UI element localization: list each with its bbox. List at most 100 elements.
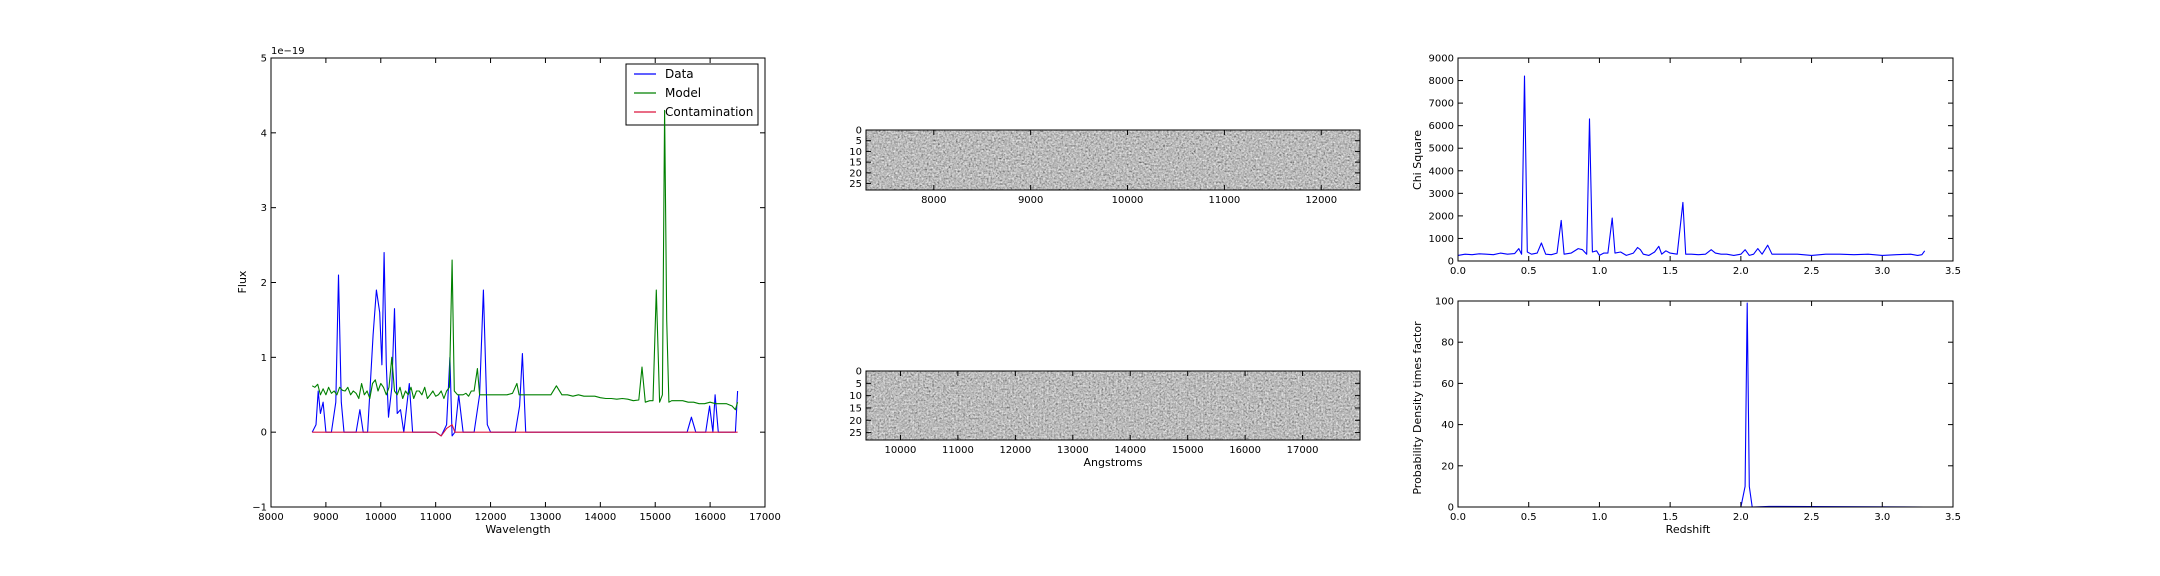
probability-ylabel: Probability Density times factor — [1411, 321, 1424, 495]
chi-square-ytick-label: 6000 — [1429, 121, 1454, 132]
2d-spectrum-2-xtick-label: 13000 — [1057, 445, 1089, 456]
spectrum-panel: 1e−19 Wavelength Flux Data Model Contami… — [236, 46, 781, 536]
probability-ytick-label: 0 — [1448, 503, 1454, 514]
angstroms-xlabel: Angstroms — [1084, 456, 1143, 469]
spectrum-xtick-label: 10000 — [365, 512, 397, 523]
redshift-xlabel: Redshift — [1666, 523, 1711, 536]
2d-spectrum-top-image — [866, 130, 1360, 190]
probability-xtick-label: 0.5 — [1521, 512, 1537, 523]
chi-square-xtick-label: 0.5 — [1521, 266, 1537, 277]
legend-label-contamination: Contamination — [665, 105, 753, 119]
2d-spectrum-1-xtick-label: 10000 — [1112, 195, 1144, 206]
chi-square-xtick-label: 3.5 — [1945, 266, 1961, 277]
probability-series-0 — [1458, 302, 1925, 508]
2d-spectrum-2-xtick-label: 11000 — [942, 445, 974, 456]
probability-xtick-label: 3.0 — [1874, 512, 1890, 523]
spectrum-ytick-label: 0 — [261, 428, 267, 439]
probability-frame — [1457, 300, 1954, 508]
probability-ytick-label: 60 — [1441, 379, 1454, 390]
probability-ytick-label: 40 — [1441, 420, 1454, 431]
spectrum-xlabel: Wavelength — [485, 523, 550, 536]
chi-square-xtick-label: 0.0 — [1450, 266, 1466, 277]
legend-label-model: Model — [665, 86, 701, 100]
2d-spectrum-bottom-panel: Angstroms 10000 11000 12000 13000 14000 15000… — [849, 367, 1361, 469]
2d-spectrum-bottom-image — [866, 371, 1360, 440]
2d-spectrum-1-ytick-label: 25 — [849, 179, 862, 190]
2d-spectrum-2-ytick-label: 0 — [856, 367, 862, 378]
2d-spectrum-2-ytick-label: 5 — [856, 379, 862, 390]
spectrum-ylabel: Flux — [236, 270, 249, 293]
chi-square-frame — [1457, 57, 1954, 262]
2d-spectrum-2-xtick-label: 10000 — [885, 445, 917, 456]
2d-spectrum-1-ytick-label: 15 — [849, 158, 862, 169]
chi-square-xtick-label: 3.0 — [1874, 266, 1890, 277]
chi-square-xtick-label: 2.5 — [1804, 266, 1820, 277]
spectrum-xtick-label: 14000 — [584, 512, 616, 523]
probability-ytick-label: 80 — [1441, 338, 1454, 349]
2d-spectrum-2-ytick-label: 25 — [849, 428, 862, 439]
chi-square-series-0 — [1457, 75, 1926, 256]
spectrum-xtick-label: 16000 — [694, 512, 726, 523]
spectrum-xtick-label: 9000 — [313, 512, 338, 523]
chi-square-ytick-label: 0 — [1448, 257, 1454, 268]
2d-spectrum-2-xtick-label: 12000 — [999, 445, 1031, 456]
probability-ytick-label: 20 — [1441, 461, 1454, 472]
chi-square-xtick-label: 2.0 — [1733, 266, 1749, 277]
spectrum-xtick-label: 12000 — [475, 512, 507, 523]
chi-square-ytick-label: 5000 — [1429, 144, 1454, 155]
2d-spectrum-2-frame — [865, 370, 1361, 441]
spectrum-series-contamination — [312, 424, 738, 437]
spectrum-ytick-label: 5 — [261, 54, 267, 65]
2d-spectrum-2-ytick-label: 10 — [849, 391, 862, 402]
2d-spectrum-2-ytick-label: 20 — [849, 416, 862, 427]
spectrum-xtick-label: 17000 — [749, 512, 781, 523]
spectrum-xtick-label: 15000 — [639, 512, 671, 523]
2d-spectrum-2-xtick-label: 15000 — [1172, 445, 1204, 456]
probability-panel: Redshift Probability Density times facto… — [1411, 297, 1961, 537]
spectrum-series-data — [311, 252, 739, 437]
chi-square-ytick-label: 4000 — [1429, 166, 1454, 177]
probability-ytick-label: 100 — [1435, 297, 1454, 308]
probability-xtick-label: 1.0 — [1591, 512, 1607, 523]
chi-square-xtick-label: 1.5 — [1662, 266, 1678, 277]
chi-square-ylabel: Chi Square — [1411, 130, 1424, 190]
spectrum-ytick-label: 2 — [261, 278, 267, 289]
chi-square-ytick-label: 8000 — [1429, 76, 1454, 87]
spectrum-xtick-label: 13000 — [530, 512, 562, 523]
2d-spectrum-1-xtick-label: 12000 — [1305, 195, 1337, 206]
2d-spectrum-2-xtick-label: 14000 — [1114, 445, 1146, 456]
spectrum-xtick-label: 11000 — [420, 512, 452, 523]
chi-square-ytick-label: 3000 — [1429, 189, 1454, 200]
probability-xtick-label: 1.5 — [1662, 512, 1678, 523]
spectrum-ytick-label: −1 — [252, 503, 267, 514]
2d-spectrum-1-frame — [865, 129, 1361, 191]
2d-spectrum-1-ytick-label: 5 — [856, 136, 862, 147]
probability-xtick-label: 2.0 — [1733, 512, 1749, 523]
spectrum-ytick-label: 1 — [261, 353, 267, 364]
spectrum-legend: Data Model Contamination — [625, 63, 759, 126]
2d-spectrum-2-ytick-label: 15 — [849, 403, 862, 414]
chi-square-ytick-label: 9000 — [1429, 54, 1454, 65]
2d-spectrum-2-xtick-label: 16000 — [1229, 445, 1261, 456]
2d-spectrum-1-xtick-label: 11000 — [1208, 195, 1240, 206]
chi-square-xtick-label: 1.0 — [1591, 266, 1607, 277]
probability-xtick-label: 0.0 — [1450, 512, 1466, 523]
chi-square-panel: Chi Square 0.0 0.5 1.0 1.5 2.0 2.5 3.0 3.5 0 1000… — [1411, 54, 1961, 278]
spectrum-series-model — [311, 109, 739, 411]
legend-label-data: Data — [665, 67, 694, 81]
2d-spectrum-1-xtick-label: 8000 — [921, 195, 946, 206]
2d-spectrum-1-xtick-label: 9000 — [1018, 195, 1043, 206]
spectrum-ytick-label: 4 — [261, 128, 267, 139]
probability-xtick-label: 3.5 — [1945, 512, 1961, 523]
2d-spectrum-1-ytick-label: 0 — [856, 126, 862, 137]
chi-square-ytick-label: 7000 — [1429, 99, 1454, 110]
spectrum-offset-text: 1e−19 — [271, 46, 305, 57]
2d-spectrum-1-ytick-label: 10 — [849, 147, 862, 158]
probability-xtick-label: 2.5 — [1804, 512, 1820, 523]
chi-square-ytick-label: 1000 — [1429, 234, 1454, 245]
2d-spectrum-1-ytick-label: 20 — [849, 168, 862, 179]
spectrum-xtick-label: 8000 — [258, 512, 283, 523]
chi-square-ytick-label: 2000 — [1429, 211, 1454, 222]
